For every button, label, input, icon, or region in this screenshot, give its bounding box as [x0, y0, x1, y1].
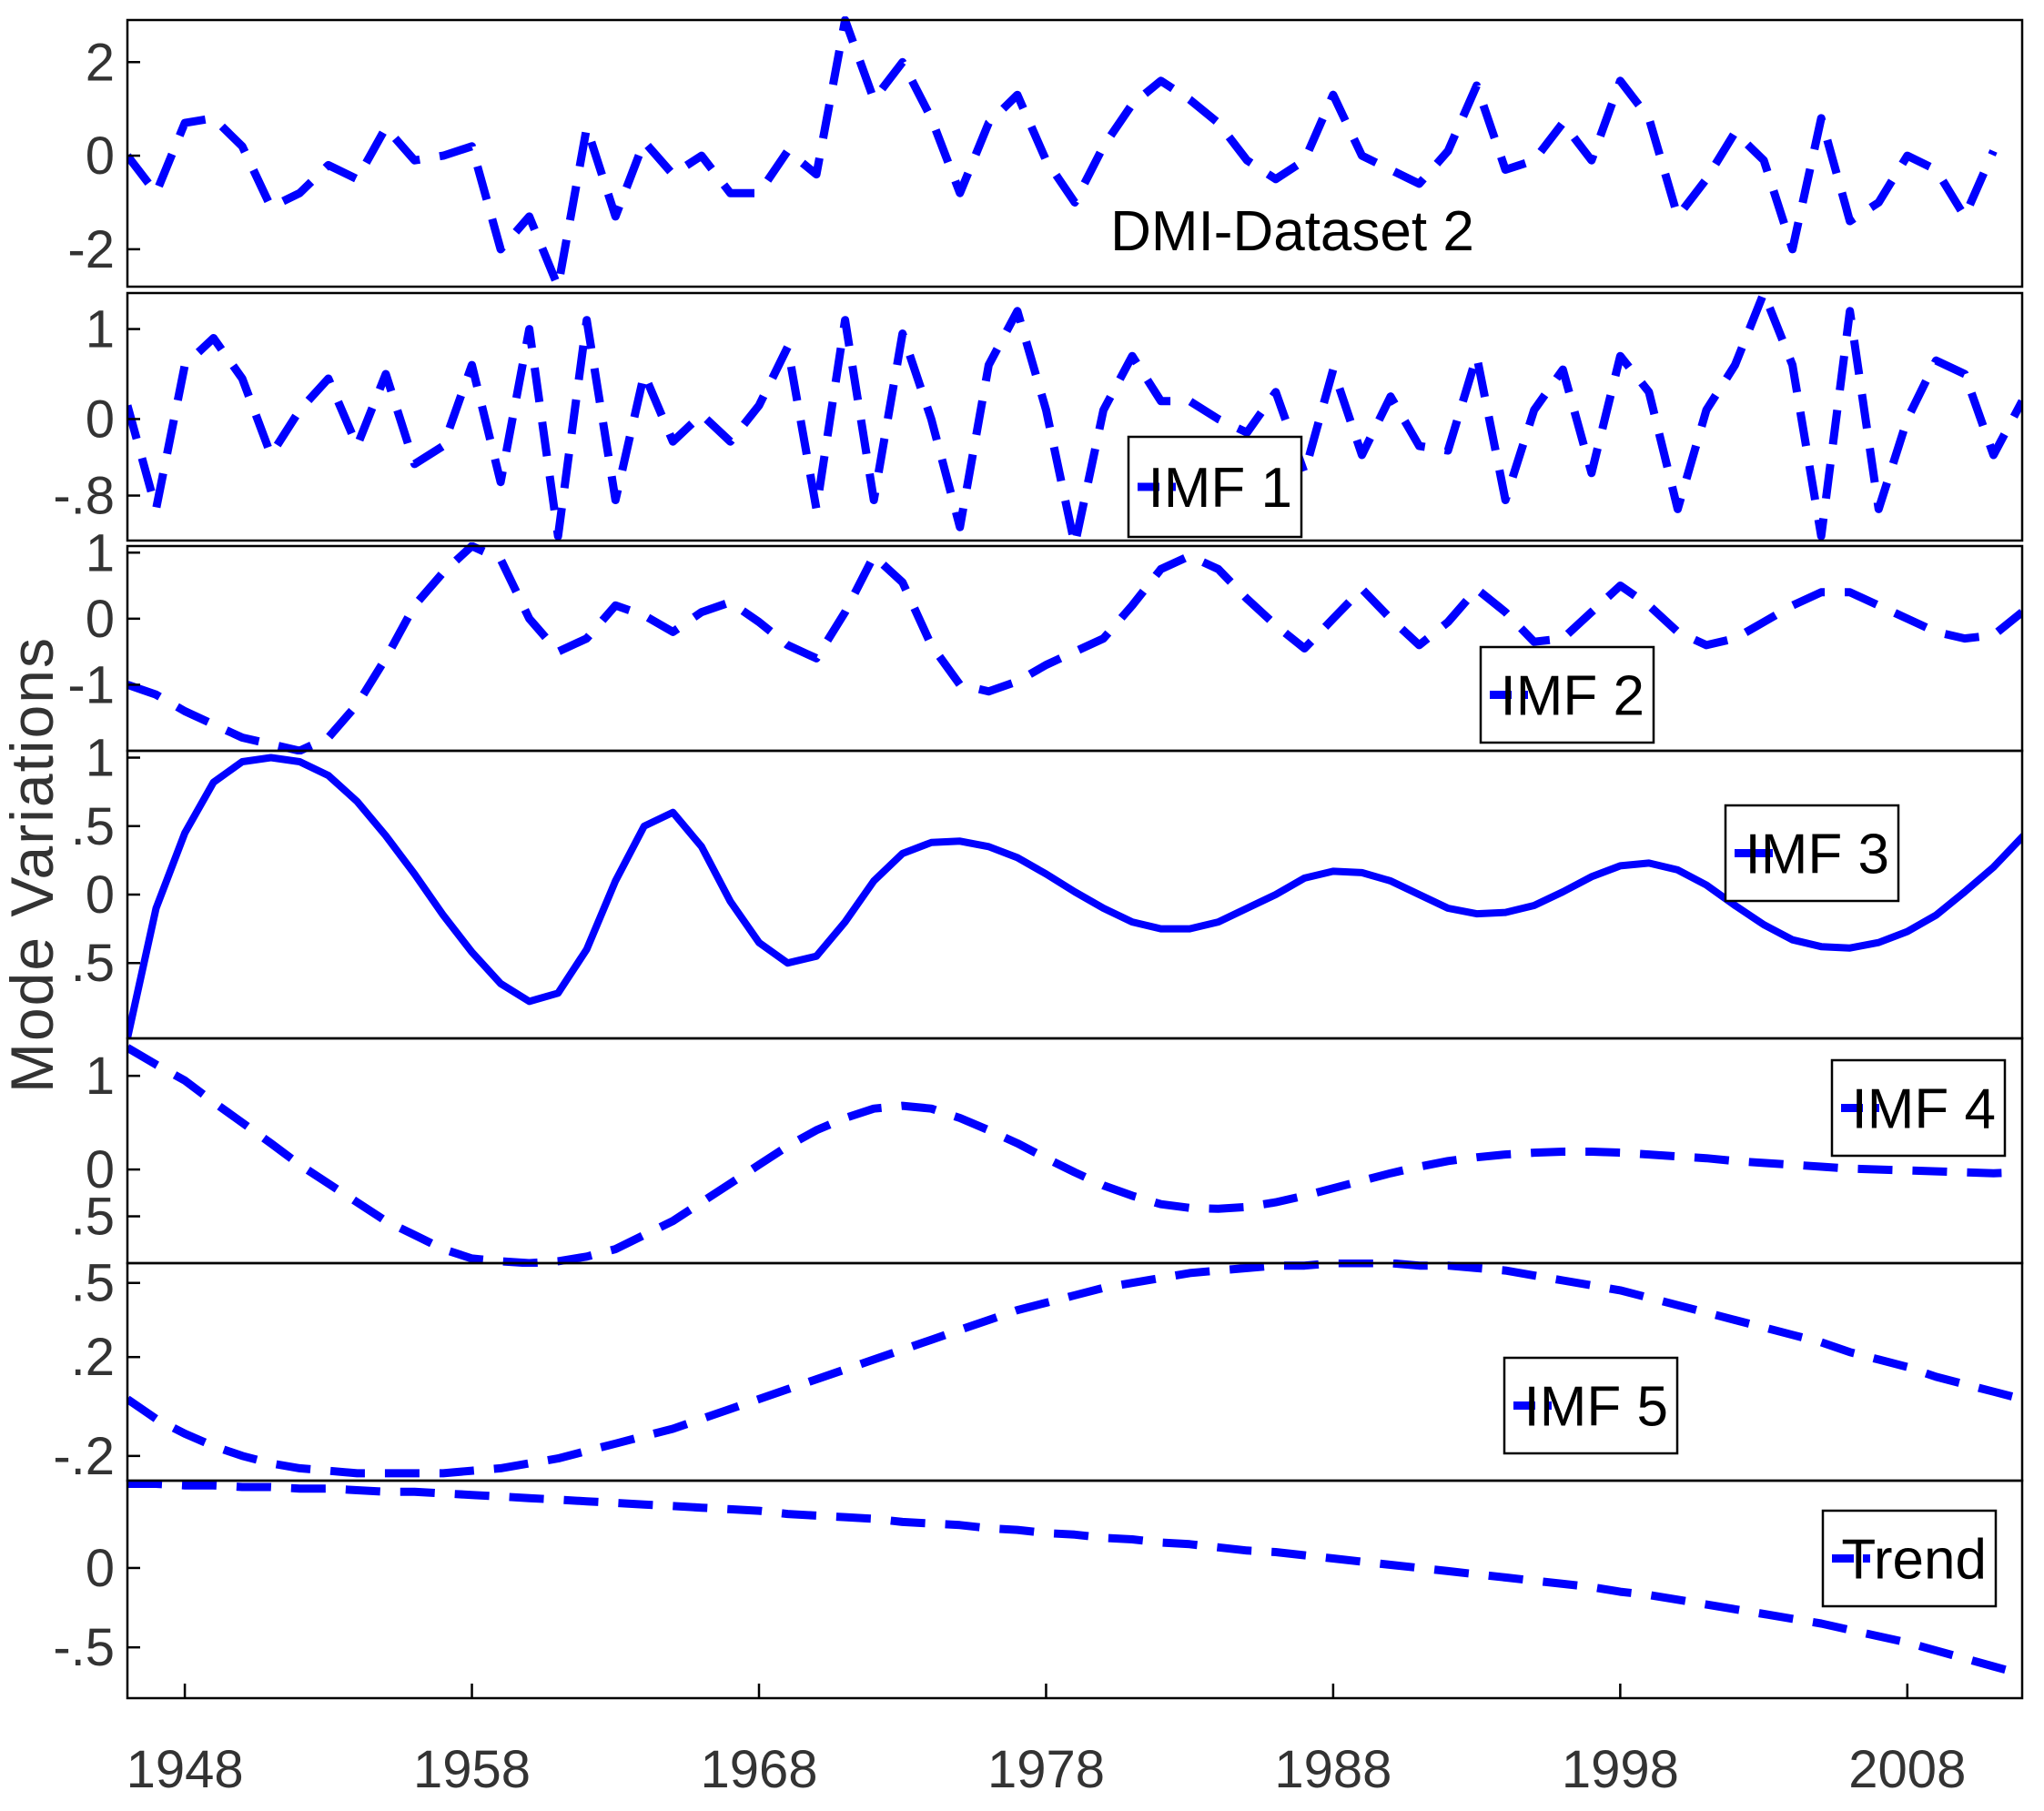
panel-6: .5 .2 -.2 IMF 5 — [53, 1254, 2024, 1486]
legend-label: IMF 3 — [1745, 824, 1889, 886]
panel-1: 2 0 -2 DMI-Dataset 2 — [67, 16, 2024, 290]
y-tick-label: 1 — [86, 523, 115, 582]
y-tick-label: .5 — [71, 1188, 115, 1247]
y-tick-label: 1 — [86, 300, 115, 359]
panel-frame-7 — [126, 1479, 2024, 1700]
x-tick-label: 1948 — [126, 1740, 244, 1799]
y-tick-label: -.8 — [53, 467, 115, 526]
series-line-7 — [127, 1480, 2022, 1679]
y-tick-label: 0 — [86, 590, 115, 649]
panel-4: 1 .5 0 .5 IMF 3 — [71, 729, 2024, 1040]
series-line-5 — [127, 1044, 2022, 1267]
y-tick-label: .5 — [71, 934, 115, 993]
panel-title: DMI-Dataset 2 — [1110, 200, 1474, 263]
y-tick-label: -1 — [67, 655, 115, 714]
y-tick-label: -.2 — [53, 1427, 115, 1486]
y-tick-label: -2 — [67, 220, 115, 279]
legend-3: IMF 2 — [1479, 645, 1655, 744]
x-tick-label: 2008 — [1848, 1740, 1966, 1799]
panel-frame-3 — [126, 544, 2024, 753]
panel-frame-1 — [126, 18, 2024, 288]
y-tick-label: 1 — [86, 729, 115, 788]
legend-label: Trend — [1841, 1529, 1987, 1592]
y-tick-label: .2 — [71, 1328, 115, 1387]
legend-4: IMF 3 — [1724, 804, 1900, 903]
legend-6: IMF 5 — [1503, 1356, 1679, 1455]
series-line-2 — [127, 289, 2022, 544]
legend-label: IMF 5 — [1524, 1376, 1668, 1439]
x-tick-label: 1988 — [1274, 1740, 1391, 1799]
y-tick-label: 1 — [86, 1047, 115, 1106]
y-tick-label: -.5 — [53, 1618, 115, 1677]
x-axis: 1948 1958 1968 1978 1988 1998 2008 — [126, 1684, 1966, 1799]
y-tick-label: 0 — [86, 865, 115, 925]
legend-label: IMF 4 — [1852, 1078, 1996, 1141]
panel-7: 0 -.5 Trend — [53, 1479, 2024, 1700]
y-tick-label: 2 — [86, 33, 115, 92]
y-tick-label: .5 — [71, 797, 115, 856]
series-line-1 — [127, 16, 1998, 290]
legend-label: IMF 2 — [1501, 665, 1644, 728]
panel-frame-2 — [126, 291, 2024, 542]
panel-5: 1 0.5 IMF 4 — [71, 1037, 2024, 1267]
y-tick-label: .5 — [71, 1254, 115, 1313]
panels-layer: 20-2 DMI-Dataset 210-.8 IMF 110-1 IMF 21.50… — [53, 16, 2024, 1700]
y-tick-label: 0 — [86, 1140, 115, 1199]
legend-2: IMF 1 — [1127, 435, 1303, 539]
panel-3: 1 0 -1 IMF 2 — [67, 523, 2024, 754]
y-axis-label: Mode Variations — [0, 636, 66, 1093]
x-tick-label: 1958 — [413, 1740, 531, 1799]
x-tick-label: 1998 — [1562, 1740, 1679, 1799]
x-tick-label: 1978 — [987, 1740, 1105, 1799]
x-tick-label: 1968 — [700, 1740, 817, 1799]
panel-2: 1 0 -.8 IMF 1 — [53, 289, 2024, 544]
legend-label: IMF 1 — [1148, 457, 1292, 520]
series-line-6 — [127, 1260, 2022, 1478]
y-tick-label: 0 — [86, 1539, 115, 1598]
series-line-3 — [127, 542, 2022, 754]
y-tick-label: 0 — [86, 126, 115, 186]
y-tick-label: 0 — [86, 390, 115, 449]
legend-box — [1724, 804, 1900, 903]
legend-5: IMF 4 — [1830, 1058, 2007, 1158]
legend-7: Trend — [1821, 1509, 1998, 1608]
